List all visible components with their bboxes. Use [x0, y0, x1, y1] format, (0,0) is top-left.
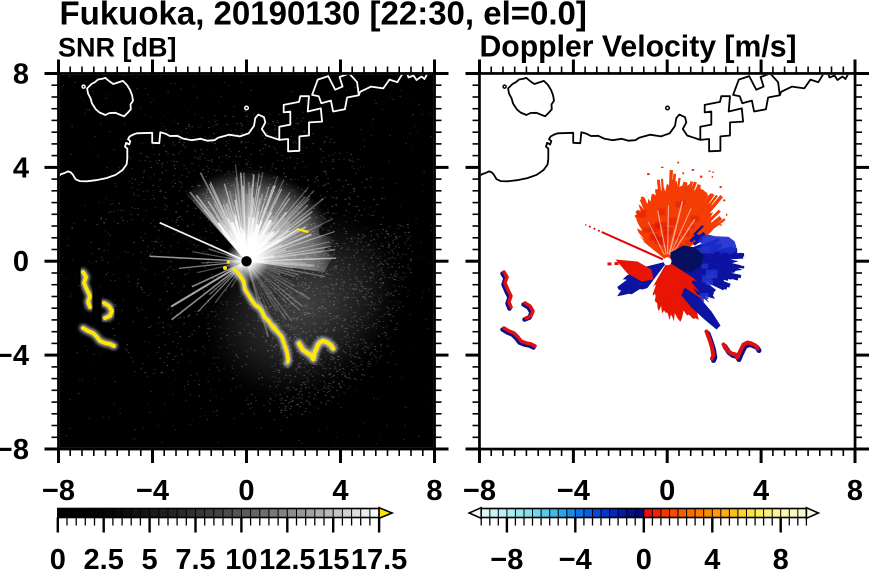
svg-text:0: 0: [659, 475, 675, 507]
svg-text:4: 4: [13, 152, 29, 184]
svg-text:8: 8: [426, 475, 442, 507]
svg-text:−4: −4: [0, 340, 29, 372]
svg-text:17.5: 17.5: [351, 544, 407, 570]
svg-text:4: 4: [704, 544, 720, 570]
svg-text:−4: −4: [136, 475, 169, 507]
svg-text:4: 4: [753, 475, 769, 507]
svg-text:−8: −8: [490, 544, 523, 570]
svg-text:5: 5: [142, 544, 158, 570]
svg-text:Doppler Velocity [m/s]: Doppler Velocity [m/s]: [480, 31, 797, 64]
svg-text:8: 8: [847, 475, 863, 507]
svg-text:12.5: 12.5: [259, 544, 315, 570]
svg-text:8: 8: [13, 59, 29, 91]
svg-text:7.5: 7.5: [175, 544, 215, 570]
svg-text:0: 0: [50, 544, 66, 570]
svg-text:10: 10: [225, 544, 257, 570]
svg-text:0: 0: [238, 475, 254, 507]
svg-text:4: 4: [332, 475, 348, 507]
svg-text:−8: −8: [463, 475, 496, 507]
svg-text:Fukuoka, 20190130 [22:30, el=0: Fukuoka, 20190130 [22:30, el=0.0]: [60, 0, 587, 32]
svg-text:0: 0: [636, 544, 652, 570]
svg-text:15: 15: [317, 544, 349, 570]
svg-text:0: 0: [13, 246, 29, 278]
svg-text:−4: −4: [557, 475, 590, 507]
svg-text:−4: −4: [559, 544, 592, 570]
svg-text:−8: −8: [0, 434, 29, 466]
svg-text:2.5: 2.5: [84, 544, 124, 570]
svg-text:SNR [dB]: SNR [dB]: [58, 32, 176, 62]
svg-text:−8: −8: [42, 475, 75, 507]
svg-text:8: 8: [773, 544, 789, 570]
